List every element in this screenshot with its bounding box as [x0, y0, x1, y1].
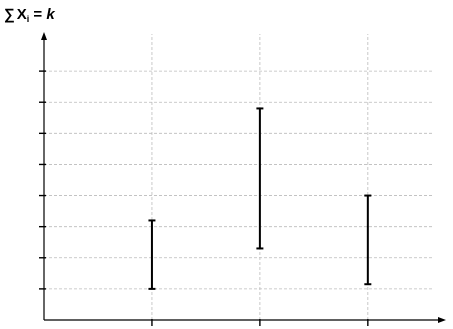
y-axis-arrow [41, 32, 47, 40]
range-bars [148, 107, 372, 290]
chart-title: ∑ Xi = k [4, 6, 55, 24]
grid-lines [44, 34, 434, 320]
axes [41, 32, 446, 323]
x-axis-arrow [438, 317, 446, 323]
axis-ticks [39, 70, 369, 326]
title-sum-symbol: ∑ [4, 6, 15, 23]
title-subscript: i [27, 14, 30, 24]
title-constant: k [46, 6, 55, 23]
title-variable: X [17, 6, 27, 23]
title-equals: = [29, 6, 46, 23]
